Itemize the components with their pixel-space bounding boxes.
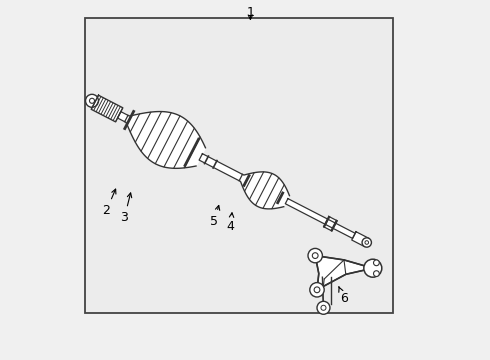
Circle shape bbox=[310, 283, 324, 297]
Circle shape bbox=[373, 260, 379, 266]
Circle shape bbox=[86, 94, 98, 107]
Circle shape bbox=[365, 241, 368, 244]
Circle shape bbox=[364, 259, 382, 277]
Polygon shape bbox=[124, 112, 205, 168]
Text: 3: 3 bbox=[121, 193, 132, 224]
Circle shape bbox=[362, 238, 371, 247]
Text: 4: 4 bbox=[227, 213, 235, 233]
Circle shape bbox=[312, 253, 318, 258]
Bar bbox=[85, 18, 392, 313]
Circle shape bbox=[317, 301, 330, 314]
Circle shape bbox=[308, 248, 322, 263]
Circle shape bbox=[90, 98, 95, 103]
Bar bbox=[86, 19, 392, 312]
Text: 2: 2 bbox=[102, 189, 116, 217]
Polygon shape bbox=[91, 95, 123, 122]
Circle shape bbox=[321, 305, 326, 310]
Polygon shape bbox=[239, 172, 290, 209]
Text: 6: 6 bbox=[339, 287, 348, 305]
Polygon shape bbox=[199, 154, 243, 181]
Text: 5: 5 bbox=[210, 206, 220, 228]
Polygon shape bbox=[118, 112, 128, 122]
Circle shape bbox=[373, 271, 379, 276]
Polygon shape bbox=[323, 216, 337, 231]
Polygon shape bbox=[352, 232, 369, 247]
Polygon shape bbox=[285, 199, 355, 238]
Polygon shape bbox=[315, 256, 373, 290]
Circle shape bbox=[314, 287, 320, 293]
Text: 1: 1 bbox=[246, 6, 254, 19]
